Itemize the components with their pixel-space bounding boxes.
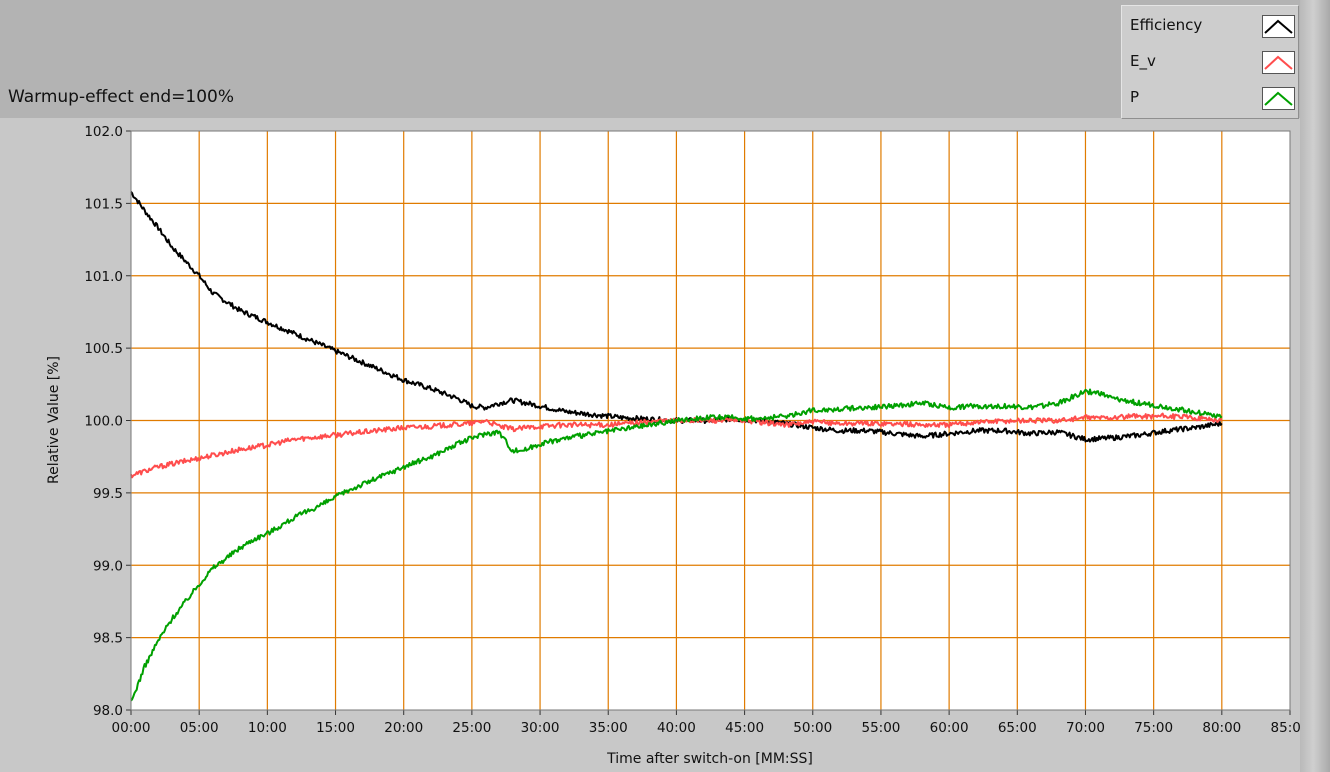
axes: 00:00 05:00 10:00 15:00 20:00 25:00 30:00 35:00…: [84, 124, 1300, 736]
legend-label: E_v: [1130, 52, 1156, 70]
y-tick-label: 99.5: [93, 486, 123, 502]
y-axis-title: Relative Value [%]: [46, 356, 62, 484]
y-tick-label: 98.5: [93, 631, 123, 647]
x-tick-label: 85:00: [1271, 720, 1300, 736]
line-chart[interactable]: 00:00 05:00 10:00 15:00 20:00 25:00 30:00 35:00…: [0, 0, 1300, 772]
line-swatch-icon: [1262, 87, 1295, 110]
warmup-annotation: Warmup-effect end=100%: [8, 87, 235, 107]
x-tick-label: 75:00: [1134, 720, 1173, 736]
plot-legend[interactable]: Efficiency E_v P: [1121, 5, 1299, 119]
x-tick-label: 20:00: [384, 720, 423, 736]
x-tick-label: 05:00: [180, 720, 219, 736]
graph-header-band: [0, 0, 1300, 118]
plot-frame: [130, 130, 1291, 711]
y-tick-label: 101.5: [84, 196, 123, 212]
x-tick-label: 40:00: [657, 720, 696, 736]
x-tick-label: 35:00: [589, 720, 628, 736]
legend-label: P: [1130, 88, 1140, 106]
y-tick-label: 101.0: [84, 269, 123, 285]
x-tick-label: 25:00: [452, 720, 491, 736]
y-tick-label: 102.0: [84, 124, 123, 140]
x-tick-label: 70:00: [1066, 720, 1105, 736]
line-swatch-icon: [1262, 15, 1295, 38]
grid: [131, 131, 1290, 710]
y-tick-label: 100.5: [84, 341, 123, 357]
legend-item-e-v[interactable]: E_v: [1130, 46, 1295, 78]
x-tick-label: 00:00: [112, 720, 151, 736]
y-tick-label: 99.0: [93, 558, 123, 574]
legend-item-p[interactable]: P: [1130, 82, 1295, 114]
x-tick-label: 10:00: [248, 720, 287, 736]
x-tick-label: 15:00: [316, 720, 355, 736]
line-swatch-icon: [1262, 51, 1295, 74]
x-tick-label: 60:00: [930, 720, 969, 736]
x-tick-label: 50:00: [793, 720, 832, 736]
series-layer: [130, 191, 1223, 702]
x-tick-label: 30:00: [521, 720, 560, 736]
y-tick-label: 100.0: [84, 414, 123, 430]
legend-label: Efficiency: [1130, 16, 1203, 34]
x-tick-label: 55:00: [861, 720, 900, 736]
x-tick-label: 65:00: [998, 720, 1037, 736]
y-tick-label: 98.0: [93, 703, 123, 719]
x-axis-title: Time after switch-on [MM:SS]: [606, 751, 813, 767]
series-line-p: [130, 388, 1223, 702]
x-tick-label: 80:00: [1202, 720, 1241, 736]
x-tick-label: 45:00: [725, 720, 764, 736]
legend-item-efficiency[interactable]: Efficiency: [1130, 10, 1295, 42]
vertical-scrollbar[interactable]: [1300, 0, 1330, 772]
